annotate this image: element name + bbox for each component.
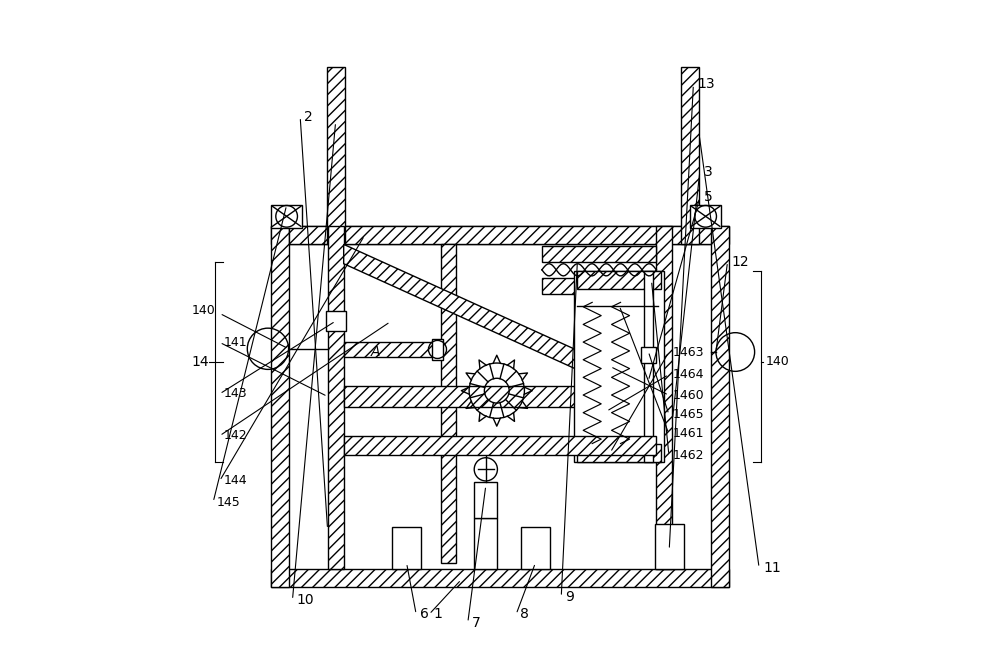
Bar [542,278,656,294]
Bar [542,245,656,262]
Bar [521,527,550,569]
Text: 1465: 1465 [673,408,704,421]
Text: 142: 142 [223,430,247,443]
Bar [574,271,664,462]
Text: 11: 11 [763,561,781,575]
Text: 9: 9 [565,590,574,604]
Bar [681,67,699,244]
Bar [577,444,661,462]
Bar [690,205,721,227]
Text: 8: 8 [520,607,529,621]
Text: 2: 2 [304,110,313,124]
Text: 13: 13 [697,78,715,92]
Bar [641,347,656,362]
Text: 1460: 1460 [673,389,704,402]
Bar [271,226,729,244]
Bar [344,436,656,455]
Text: 3: 3 [704,165,712,178]
Bar [711,226,729,587]
Bar [644,271,653,462]
Bar [655,524,684,569]
Bar [432,339,443,360]
Bar [344,342,440,357]
Text: 1461: 1461 [673,428,704,441]
Bar [392,527,421,569]
Text: 6: 6 [420,607,429,621]
Text: 5: 5 [704,191,712,204]
Text: 10: 10 [296,593,314,607]
Bar [441,244,456,563]
Bar [577,271,661,289]
Bar [289,226,711,244]
Text: 14: 14 [192,355,210,369]
Text: 1462: 1462 [673,448,704,462]
Text: 7: 7 [472,616,480,630]
Text: 1464: 1464 [673,368,704,381]
Bar [656,226,672,569]
Bar [326,311,346,331]
Bar [474,482,497,517]
Text: 143: 143 [223,388,247,401]
Text: 12: 12 [731,255,749,269]
Bar [328,226,344,569]
Bar [327,67,345,244]
Polygon shape [344,244,656,406]
Bar [271,226,289,587]
Bar [271,569,729,587]
Bar [474,517,497,569]
Text: 1: 1 [433,607,442,621]
Bar [344,386,656,407]
Text: 1463: 1463 [673,346,704,359]
Text: 140: 140 [766,355,789,368]
Bar [271,205,302,227]
Text: 144: 144 [223,474,247,488]
Text: 145: 145 [217,495,241,508]
Text: 141: 141 [223,336,247,349]
Text: 140: 140 [192,304,216,317]
Text: A: A [371,345,381,359]
